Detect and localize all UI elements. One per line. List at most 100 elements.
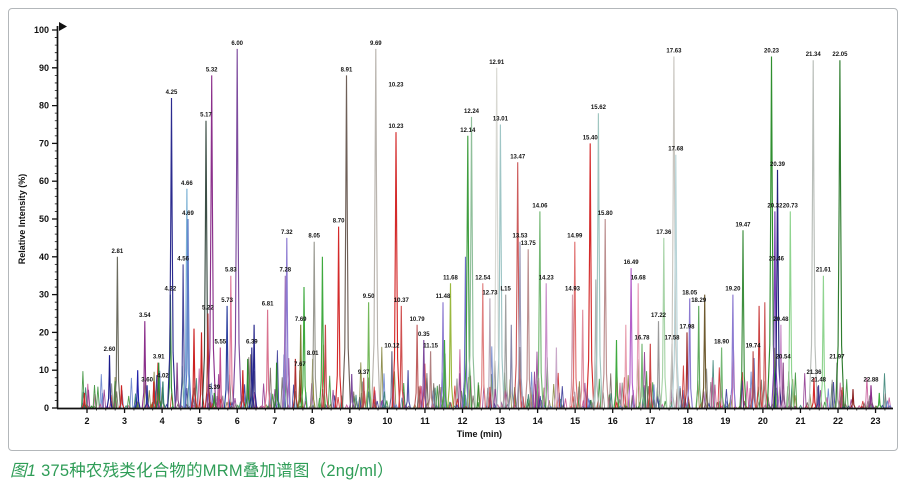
chromatogram-peak (420, 339, 427, 409)
noise-spike (548, 405, 553, 409)
x-tick-label: 8 (310, 416, 315, 426)
noise-spike (86, 389, 91, 409)
noise-spike (652, 384, 656, 409)
y-tick-label: 20 (39, 327, 49, 337)
chromatogram-peak (786, 211, 795, 409)
chromatogram-peak (569, 294, 576, 409)
peak-label: 3.91 (153, 355, 165, 361)
figure-caption-number: 图1 (10, 462, 37, 480)
noise-spike (703, 401, 708, 409)
y-tick-label: 80 (39, 101, 49, 111)
peak-label: 20.32 (767, 203, 783, 209)
chromatogram-peak (300, 286, 308, 409)
x-tick-label: 7 (272, 416, 277, 426)
peak-label: 4.25 (166, 90, 178, 96)
noise-spike (431, 383, 436, 409)
noise-spike (209, 382, 214, 409)
chromatogram-plot: 2.60 2.81 3.54 3.60 3.91 4.02 4.22 4.25 4.56 4.66… (17, 22, 893, 439)
noise-spike (790, 379, 795, 409)
noise-spike (786, 405, 791, 409)
x-tick-label: 23 (871, 416, 881, 426)
peak-label: 19.74 (746, 343, 762, 349)
peak-label: 8.05 (308, 234, 320, 240)
chromatogram-peak (118, 385, 125, 409)
chromatogram-peak (638, 343, 646, 409)
chromatogram-peak (571, 241, 579, 409)
peak-label: 12.73 (482, 290, 498, 296)
chromatogram-peak (310, 241, 318, 409)
noise-spike (740, 380, 744, 409)
peak-label: 18.29 (691, 298, 707, 304)
noise-spike (328, 403, 333, 409)
noise-spike (471, 395, 475, 409)
chromatogram-peak (592, 279, 600, 409)
peak-label: 10.23 (388, 83, 404, 89)
y-axis-arrowhead (59, 22, 67, 31)
y-tick-label: 100 (34, 25, 49, 35)
noise-spike (493, 388, 498, 409)
x-tick-label: 4 (160, 416, 165, 426)
chromatogram-peak (427, 351, 434, 409)
peak-label: 21.48 (811, 377, 827, 383)
chromatogram-peak (391, 132, 401, 409)
chromatogram-peak (486, 298, 494, 409)
peak-label: 15.62 (591, 105, 607, 111)
peak-label: 9.37 (358, 370, 370, 376)
noise-spike (311, 404, 315, 409)
noise-spike (560, 386, 565, 409)
peak-label: 21.34 (806, 52, 822, 58)
noise-spike (372, 399, 376, 409)
chromatogram-peak (496, 124, 505, 409)
noise-spike (488, 386, 492, 409)
peak-label: 7.32 (281, 230, 293, 236)
noise-spike (521, 396, 525, 409)
noise-spike (317, 397, 322, 409)
chromatogram-peak (232, 48, 242, 409)
chromatogram-peak (601, 218, 609, 409)
chromatogram-peak (207, 75, 217, 409)
chromatogram-peak (223, 305, 231, 409)
peak-label: 14.06 (532, 203, 548, 209)
chromatogram-peak (322, 324, 329, 409)
chromatogram-peak (371, 48, 381, 409)
noise-spike (455, 398, 460, 409)
peak-label: 13.01 (493, 117, 509, 123)
noise-spike (192, 404, 196, 409)
peak-label: 5.83 (225, 268, 237, 274)
chromatogram-peak (160, 381, 166, 409)
y-tick-label: 50 (39, 214, 49, 224)
peak-label: 11.68 (443, 275, 458, 281)
noise-spike (152, 390, 157, 409)
noise-spike (831, 381, 836, 409)
peak-label: 20.73 (783, 203, 799, 209)
noise-spike (532, 371, 537, 409)
peak-label: 17.98 (679, 324, 695, 330)
chromatogram-peak (755, 305, 763, 409)
noise-spike (563, 398, 568, 409)
peak-label: 6.81 (262, 302, 274, 308)
peak-label: 22.88 (863, 377, 879, 383)
noise-spike (802, 373, 807, 409)
x-tick-label: 6 (235, 416, 240, 426)
chromatogram-peak (686, 298, 693, 409)
peak-label: 4.66 (181, 181, 193, 187)
peak-label: 7.69 (295, 317, 307, 323)
chromatogram-peak (292, 358, 299, 409)
peak-label: 4.22 (165, 287, 177, 293)
peak-label: 12.54 (475, 275, 491, 281)
noise-spike (609, 393, 613, 409)
peak-label: 3.54 (139, 313, 151, 319)
chromatogram-peak (502, 294, 509, 409)
x-axis-title: Time (min) (457, 429, 502, 439)
figure-caption-text: 375种农残类化合物的MRM叠加谱图（2ng/ml） (41, 462, 394, 480)
noise-spike (798, 404, 803, 409)
noise-spike (526, 394, 531, 409)
chromatogram-peak (750, 351, 757, 409)
chromatogram-peak (190, 328, 198, 409)
chromatogram-peak (413, 324, 421, 409)
peak-label: 8.70 (333, 219, 345, 225)
peak-label: 5.32 (206, 67, 218, 73)
peak-label: 9.50 (363, 294, 375, 300)
noise-spike (539, 400, 544, 409)
peak-label: 16.49 (624, 260, 640, 266)
